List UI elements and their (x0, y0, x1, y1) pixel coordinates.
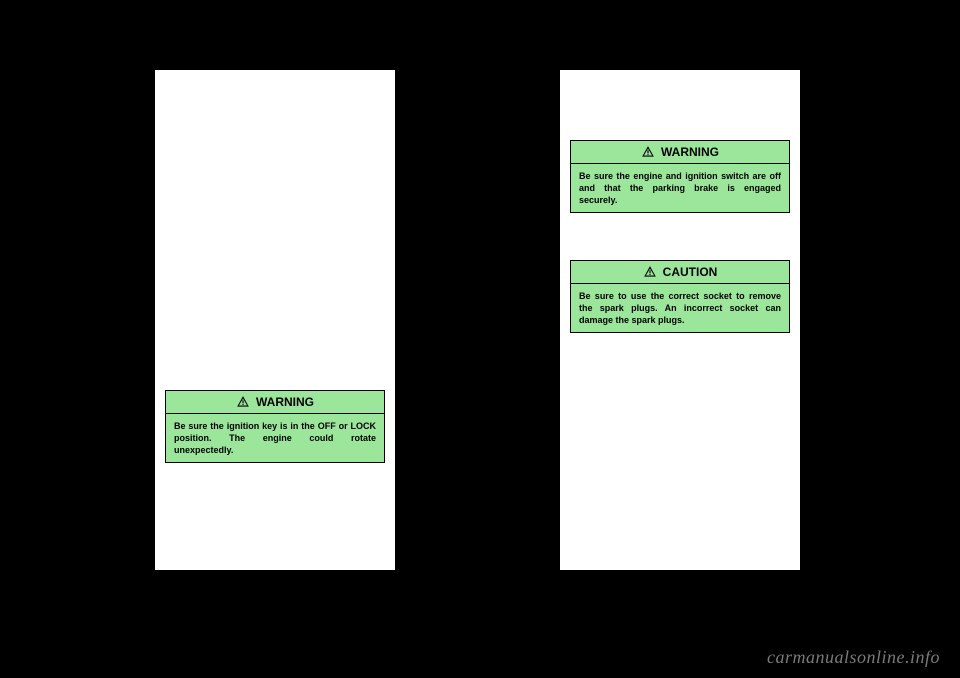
warning-callout-ignition-key: WARNING Be sure the ignition key is in t… (165, 390, 385, 463)
callout-header-label: WARNING (661, 145, 719, 159)
callout-body-text: Be sure the ignition key is in the OFF o… (165, 414, 385, 463)
warning-triangle-icon (643, 265, 657, 279)
warning-triangle-icon (236, 395, 250, 409)
callout-header-label: WARNING (256, 395, 314, 409)
callout-header: WARNING (165, 390, 385, 414)
manual-page-left: WARNING Be sure the ignition key is in t… (155, 70, 395, 570)
manual-page-right: WARNING Be sure the engine and ignition … (560, 70, 800, 570)
warning-callout-engine-off: WARNING Be sure the engine and ignition … (570, 140, 790, 213)
callout-body-text: Be sure to use the correct socket to rem… (570, 284, 790, 333)
warning-triangle-icon (641, 145, 655, 159)
watermark-text: carmanualsonline.info (767, 647, 940, 668)
callout-header-label: CAUTION (663, 265, 718, 279)
callout-header: WARNING (570, 140, 790, 164)
callout-header: CAUTION (570, 260, 790, 284)
caution-callout-socket: CAUTION Be sure to use the correct socke… (570, 260, 790, 333)
callout-body-text: Be sure the engine and ignition switch a… (570, 164, 790, 213)
